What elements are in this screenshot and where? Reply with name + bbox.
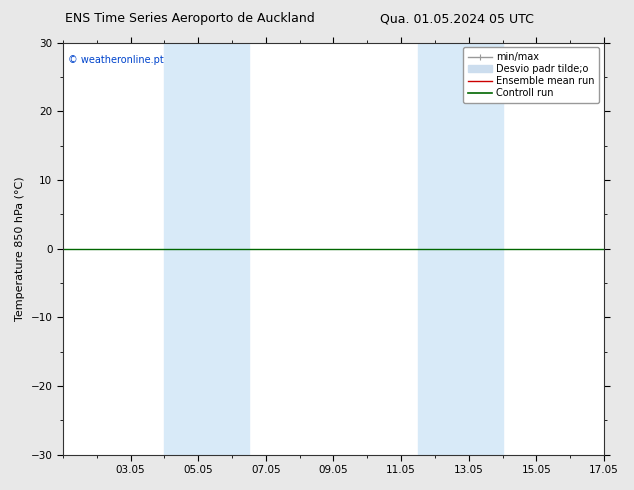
Y-axis label: Temperature 850 hPa (°C): Temperature 850 hPa (°C) xyxy=(15,176,25,321)
Legend: min/max, Desvio padr tilde;o, Ensemble mean run, Controll run: min/max, Desvio padr tilde;o, Ensemble m… xyxy=(463,48,599,103)
Bar xyxy=(418,43,469,455)
Bar xyxy=(198,43,249,455)
Bar xyxy=(469,43,503,455)
Text: © weatheronline.pt: © weatheronline.pt xyxy=(68,55,164,65)
Text: ENS Time Series Aeroporto de Auckland: ENS Time Series Aeroporto de Auckland xyxy=(65,12,315,25)
Bar xyxy=(164,43,198,455)
Text: Qua. 01.05.2024 05 UTC: Qua. 01.05.2024 05 UTC xyxy=(380,12,533,25)
